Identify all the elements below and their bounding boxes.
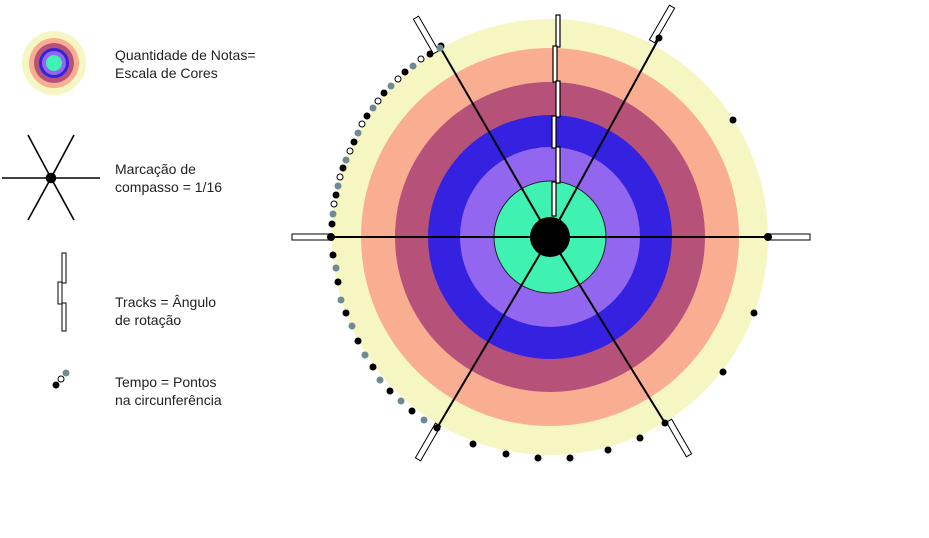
- legend-time-label: Tempo = Pontos na circunferência: [115, 373, 222, 409]
- concentric-rings-icon: [22, 31, 86, 95]
- legend-notes-line1: Quantidade de Notas=: [115, 47, 256, 63]
- legend-tracks-line1: Tracks = Ângulo: [115, 294, 217, 310]
- spoke-end-tabs: [291, 4, 811, 462]
- legend-tracks-line2: de rotação: [115, 312, 182, 328]
- legend-compass-line1: Marcação de: [115, 161, 196, 177]
- legend-compass-label: Marcação de compasso = 1/16: [115, 160, 222, 196]
- time-dots: [328, 44, 758, 462]
- dot-trail-icon: [52, 369, 70, 389]
- legend-time-line2: na circunferência: [115, 392, 222, 408]
- legend-notes-line2: Escala de Cores: [115, 65, 218, 81]
- offset-bars-icon: [57, 252, 67, 332]
- legend-compass-line2: compasso = 1/16: [115, 179, 223, 195]
- spoke-end-points: [327, 34, 772, 432]
- legend-notes-label: Quantidade de Notas= Escala de Cores: [115, 46, 256, 82]
- legend-time-line1: Tempo = Pontos: [115, 374, 217, 390]
- legend-tracks-label: Tracks = Ângulo de rotação: [115, 293, 216, 329]
- center-hub: [530, 217, 570, 257]
- track-bars: [551, 14, 561, 217]
- six-spoke-star-icon: [2, 134, 100, 221]
